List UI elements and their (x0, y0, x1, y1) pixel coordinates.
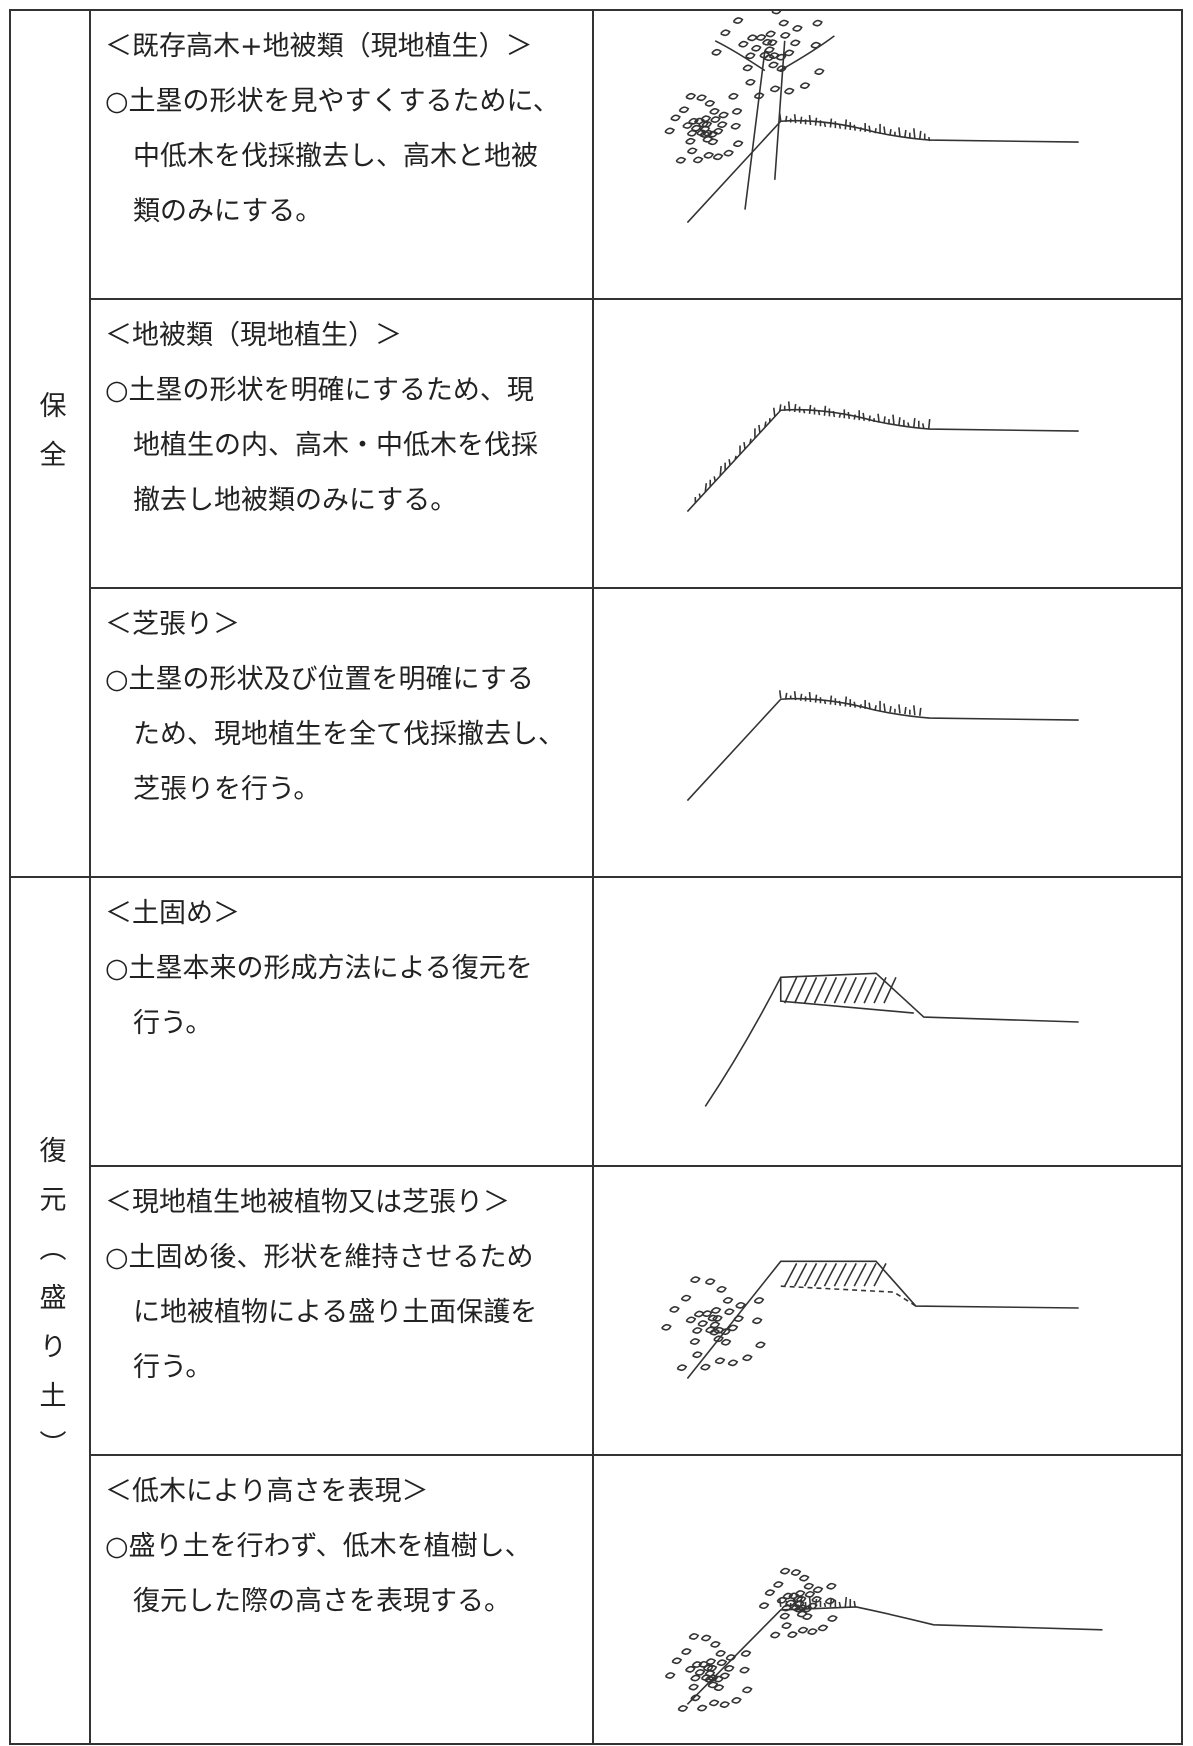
text-cell: ＜地被類（現地植生）＞ ○土塁の形状を明確にするため、現地植生の内、高木・中低木を… (89, 298, 594, 589)
body-line: 撤去し地被類のみにする。 (133, 485, 458, 516)
sketch (704, 972, 1079, 1107)
group-label: 保全 (34, 391, 66, 489)
table: 保全 ＜既存高木+地被類（現地植生）＞ ○土塁の形状を見やすくするために、 中低木を伐… (9, 9, 1183, 1745)
group-cell: 保全 (9, 9, 91, 878)
table-row: ＜地被類（現地植生）＞ ○土塁の形状を明確にするため、現地植生の内、高木・中低木を… (10, 298, 1183, 589)
text-cell: ＜低木により高さを表現＞ ○盛り土を行わず、低木を植樹し、復元した際の高さを表現す… (89, 1454, 594, 1745)
body-line: ○盛り土を行わず、低木を植樹し、 (105, 1531, 532, 1562)
table-row: 復元（盛り土） ＜土固め＞ ○土塁本来の形成方法による復元を行う。 (9, 876, 1183, 1745)
body-line: ○土塁本来の形成方法による復元を (105, 953, 533, 984)
row-heading: ＜低木により高さを表現＞ (105, 1476, 429, 1507)
body-line: 行う。 (133, 1352, 213, 1383)
drawing-cell (592, 876, 1183, 1167)
table-row: ＜低木により高さを表現＞ ○盛り土を行わず、低木を植樹し、復元した際の高さを表現す… (10, 1454, 1183, 1745)
text-cell: ＜芝張り＞ ○土塁の形状及び位置を明確にするため、現地植生を全て伐採撤去し、 芝張り… (89, 587, 594, 878)
sketch (661, 1260, 1079, 1380)
sketch (664, 1567, 1103, 1712)
body-line: ため、現地植生を全て伐採撤去し、 (133, 719, 565, 750)
group-label: 復元（盛り土） (34, 1135, 66, 1479)
row-heading: ＜芝張り＞ (105, 609, 240, 640)
drawing-cell (592, 587, 1183, 878)
table-body: 保全 ＜既存高木+地被類（現地植生）＞ ○土塁の形状を見やすくするために、 中低木を伐… (9, 9, 1183, 1745)
table-row: 保全 ＜既存高木+地被類（現地植生）＞ ○土塁の形状を見やすくするために、 中低木を伐… (9, 9, 1183, 878)
sketch (664, 11, 1079, 224)
body-line: に地被植物による盛り土面保護を (133, 1297, 538, 1328)
row-heading: ＜既存高木+地被類（現地植生）＞ (105, 31, 533, 62)
row-heading: ＜土固め＞ (105, 898, 240, 929)
drawing-cell (592, 9, 1183, 300)
table-row: ＜現地植生地被植物又は芝張り＞ ○土固め後、形状を維持させるために地被植物による盛… (10, 1165, 1183, 1456)
body-line: ○土塁の形状及び位置を明確にする (105, 664, 534, 695)
text-cell: ＜既存高木+地被類（現地植生）＞ ○土塁の形状を見やすくするために、 中低木を伐採撤… (89, 9, 594, 300)
drawing-cell (592, 1454, 1183, 1745)
body-line: 復元した際の高さを表現する。 (133, 1586, 511, 1617)
body-line: 行う。 (133, 1008, 213, 1039)
row-heading: ＜現地植生地被植物又は芝張り＞ (105, 1187, 510, 1218)
body-line: ○土塁の形状を明確にするため、現 (105, 375, 534, 406)
body-line: ○土固め後、形状を維持させるため (105, 1242, 534, 1273)
sketch (686, 690, 1079, 802)
body-line: 中低木を伐採撤去し、高木と地被 (133, 141, 538, 172)
text-cell: ＜現地植生地被植物又は芝張り＞ ○土固め後、形状を維持させるために地被植物による盛… (89, 1165, 594, 1456)
drawing-cell (592, 298, 1183, 589)
body-line: 地植生の内、高木・中低木を伐採 (133, 430, 538, 461)
sketch (686, 401, 1079, 513)
body-line: 芝張りを行う。 (133, 774, 321, 805)
text-cell: ＜土固め＞ ○土塁本来の形成方法による復元を行う。 (89, 876, 594, 1167)
body-line: ○土塁の形状を見やすくするために、 (105, 86, 560, 117)
drawing-cell (592, 1165, 1183, 1456)
table-row: ＜芝張り＞ ○土塁の形状及び位置を明確にするため、現地植生を全て伐採撤去し、 芝張り… (10, 587, 1183, 878)
row-heading: ＜地被類（現地植生）＞ (105, 320, 402, 351)
group-cell: 復元（盛り土） (9, 876, 91, 1745)
body-line: 類のみにする。 (133, 196, 323, 227)
